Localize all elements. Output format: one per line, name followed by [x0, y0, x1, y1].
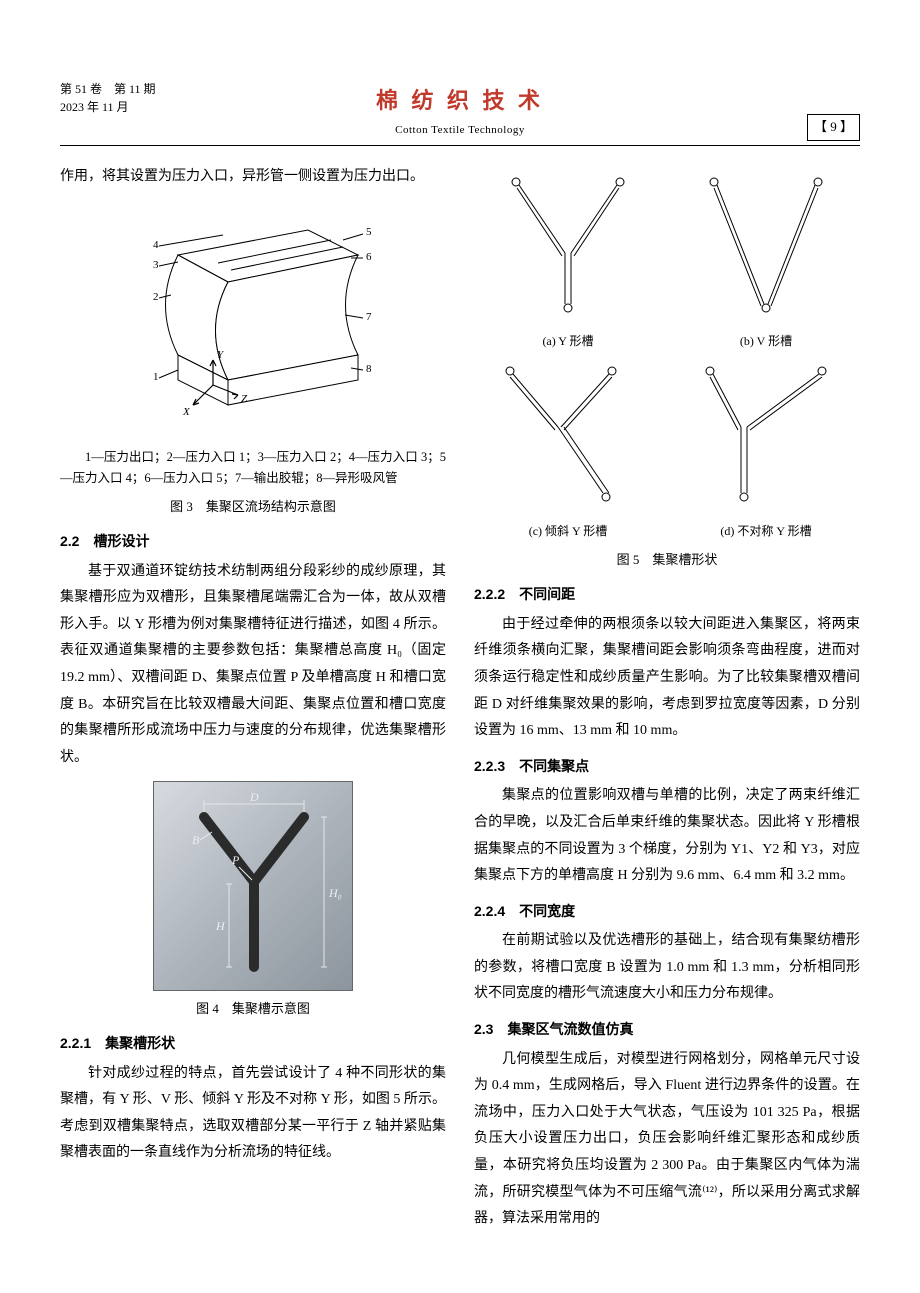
right-column: (a) Y 形槽 (b) V 形槽: [474, 164, 860, 1233]
svg-text:Z: Z: [241, 393, 248, 405]
figure-3: 3 4 5 6 7 8 2 1 X Y Z: [60, 200, 446, 441]
fig4-label-H: H: [215, 919, 226, 933]
intro-paragraph: 作用，将其设置为压力入口，异形管一侧设置为压力出口。: [60, 164, 446, 191]
section-2-2-body: 基于双通道环锭纺技术纺制两组分段彩纱的成纱原理，其集聚槽形应为双槽形，且集聚槽尾…: [60, 559, 446, 772]
fig4-label-D: D: [249, 790, 259, 804]
volume-issue: 第 51 卷 第 11 期: [60, 80, 156, 98]
journal-title-en: Cotton Textile Technology: [60, 120, 860, 141]
fig5-c-svg: [488, 357, 648, 507]
section-2-3-body: 几何模型生成后，对模型进行网格划分，网格单元尺寸设为 0.4 mm，生成网格后，…: [474, 1047, 860, 1233]
section-2-2-1-body: 针对成纱过程的特点，首先尝试设计了 4 种不同形状的集聚槽，有 Y 形、V 形、…: [60, 1061, 446, 1167]
section-2-2-2-title: 2.2.2 不同间距: [474, 581, 860, 608]
svg-text:7: 7: [366, 311, 372, 323]
figure-5: (a) Y 形槽 (b) V 形槽: [474, 168, 860, 543]
figure-3-svg: 3 4 5 6 7 8 2 1 X Y Z: [123, 200, 383, 430]
section-2-2-3-title: 2.2.3 不同集聚点: [474, 753, 860, 780]
header-page-number: 【 9 】: [807, 114, 860, 141]
header-left: 第 51 卷 第 11 期 2023 年 11 月: [60, 80, 156, 116]
fig4-label-H0: H₀: [328, 886, 342, 900]
figure-4-caption: 图 4 集聚槽示意图: [60, 997, 446, 1022]
fig5-b-label: (b) V 形槽: [672, 330, 860, 353]
figure-5-caption: 图 5 集聚槽形状: [474, 548, 860, 573]
section-2-2-1-title: 2.2.1 集聚槽形状: [60, 1030, 446, 1057]
fig4-label-P: P: [231, 853, 240, 867]
figure-3-note: 1—压力出口；2—压力入口 1；3—压力入口 2；4—压力入口 3；5—压力入口…: [60, 447, 446, 490]
section-2-2-title: 2.2 槽形设计: [60, 528, 446, 555]
figure-4-photo: D B P H: [153, 781, 353, 991]
section-2-2-4-title: 2.2.4 不同宽度: [474, 898, 860, 925]
left-column: 作用，将其设置为压力入口，异形管一侧设置为压力出口。: [60, 164, 446, 1233]
svg-text:2: 2: [153, 291, 159, 303]
svg-text:1: 1: [153, 371, 159, 383]
fig5-d-label: (d) 不对称 Y 形槽: [672, 520, 860, 543]
fig4-label-B: B: [192, 833, 200, 847]
fig5-a-svg: [488, 168, 648, 318]
svg-text:6: 6: [366, 251, 372, 263]
journal-title-cn: 棉 纺 织 技 术: [60, 80, 860, 122]
page-number-box: 【 9 】: [807, 114, 860, 141]
fig5-c-label: (c) 倾斜 Y 形槽: [474, 520, 662, 543]
svg-text:3: 3: [153, 259, 159, 271]
figure-4: D B P H: [60, 781, 446, 1022]
header-date: 2023 年 11 月: [60, 98, 156, 116]
svg-text:8: 8: [366, 363, 372, 375]
page-header: 第 51 卷 第 11 期 2023 年 11 月 棉 纺 织 技 术 Cott…: [60, 80, 860, 146]
fig5-d-svg: [686, 357, 846, 507]
svg-text:5: 5: [366, 226, 372, 238]
svg-text:4: 4: [153, 239, 159, 251]
section-2-3-title: 2.3 集聚区气流数值仿真: [474, 1016, 860, 1043]
fig5-b-svg: [686, 168, 846, 318]
section-2-2-3-body: 集聚点的位置影响双槽与单槽的比例，决定了两束纤维汇合的早晚，以及汇合后单束纤维的…: [474, 783, 860, 889]
svg-text:X: X: [182, 406, 191, 418]
fig5-a-label: (a) Y 形槽: [474, 330, 662, 353]
figure-3-caption: 图 3 集聚区流场结构示意图: [60, 495, 446, 520]
section-2-2-4-body: 在前期试验以及优选槽形的基础上，结合现有集聚纺槽形的参数，将槽口宽度 B 设置为…: [474, 928, 860, 1008]
section-2-2-2-body: 由于经过牵伸的两根须条以较大间距进入集聚区，将两束纤维须条横向汇聚，集聚槽间距会…: [474, 612, 860, 745]
